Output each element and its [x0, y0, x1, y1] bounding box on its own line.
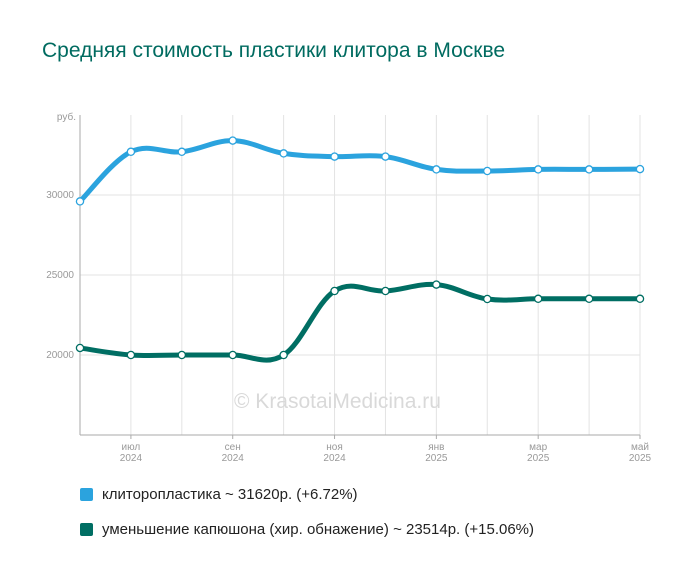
y-tick-label-20000: 20000	[46, 350, 74, 361]
legend-swatch-series-1	[80, 488, 93, 501]
tick-label-layer: 200002500030000руб.июл2024сен2024ноя2024…	[46, 111, 651, 464]
data-point-s2-2024-08	[177, 350, 187, 360]
data-point-s2-2024-07	[126, 350, 136, 360]
data-point-s1-2024-09	[228, 136, 237, 145]
chart-title: Средняя стоимость пластики клитора в Мос…	[42, 39, 506, 62]
y-tick-label-25000: 25000	[46, 270, 74, 281]
x-tick-month-5: май	[631, 442, 649, 453]
data-point-s2-2025-04	[584, 294, 594, 304]
data-point-s2-2024-11	[330, 286, 339, 296]
data-point-s1-2025-02	[483, 166, 492, 176]
data-point-s2-2024-10	[279, 350, 288, 360]
data-point-s1-2024-06	[75, 197, 85, 206]
legend-item-series-1[interactable]: клиторопластика ~ 31620р. (+6.72%)	[80, 486, 358, 503]
data-point-s1-2024-07	[126, 147, 136, 157]
series-line-1	[77, 138, 643, 204]
legend-item-series-2[interactable]: уменьшение капюшона (хир. обнажение) ~ 2…	[80, 521, 534, 538]
watermark-text: © KrasotaiMedicina.ru	[234, 390, 441, 413]
axis-layer	[79, 115, 641, 439]
x-tick-year-4: 2025	[527, 453, 550, 464]
data-point-s1-2025-03	[533, 165, 543, 174]
data-point-s1-2024-10	[279, 149, 288, 158]
series-layer	[75, 136, 645, 363]
data-point-s2-2024-12	[381, 286, 390, 296]
x-tick-year-0: 2024	[120, 453, 143, 464]
data-point-s2-2025-02	[483, 294, 492, 304]
series-line-2	[77, 281, 643, 363]
x-tick-month-2: ноя	[326, 442, 343, 453]
legend-label-series-2: уменьшение капюшона (хир. обнажение) ~ 2…	[102, 521, 535, 538]
data-point-s1-2024-11	[330, 152, 339, 161]
legend-label-series-1: клиторопластика ~ 31620р. (+6.72%)	[102, 486, 358, 503]
x-tick-month-4: мар	[529, 442, 547, 453]
data-point-s2-2024-09	[228, 350, 237, 360]
data-point-s2-2025-03	[533, 294, 543, 304]
data-point-s2-2024-06	[75, 343, 85, 353]
y-unit-label: руб.	[57, 111, 76, 123]
data-point-s1-2024-08	[177, 147, 187, 157]
y-tick-label-30000: 30000	[46, 190, 74, 201]
x-tick-month-0: июл	[122, 442, 141, 453]
data-point-s1-2024-12	[381, 152, 390, 161]
data-point-s2-2025-01	[432, 280, 441, 289]
legend-swatch-series-2	[80, 523, 93, 536]
x-tick-year-3: 2025	[425, 453, 448, 464]
data-point-s1-2025-05	[635, 164, 645, 174]
grid-layer	[80, 115, 641, 435]
data-point-s1-2025-01	[432, 165, 441, 174]
data-point-s1-2025-04	[584, 165, 594, 174]
x-tick-month-1: сен	[225, 442, 241, 453]
x-tick-year-1: 2024	[222, 453, 245, 464]
x-tick-month-3: янв	[428, 442, 444, 453]
data-point-s2-2025-05	[635, 294, 645, 304]
chart-area: 200002500030000руб.июл2024сен2024ноя2024…	[46, 111, 651, 464]
x-tick-year-2: 2024	[323, 453, 346, 464]
x-tick-year-5: 2025	[629, 453, 652, 464]
